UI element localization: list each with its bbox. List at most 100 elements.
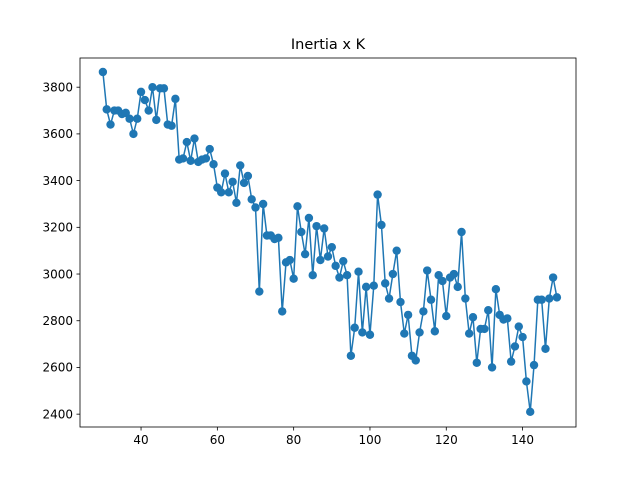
data-point: [403, 310, 413, 320]
data-point: [220, 169, 230, 178]
data-point: [350, 323, 359, 332]
data-point: [442, 311, 451, 321]
data-point: [171, 94, 180, 104]
data-point: [552, 293, 562, 302]
data-point: [133, 114, 142, 123]
y-tick-label: 2800: [42, 314, 73, 328]
data-point: [243, 171, 253, 181]
data-point: [216, 188, 226, 197]
data-point: [209, 160, 218, 169]
data-point: [369, 281, 378, 290]
data-point: [361, 282, 371, 292]
x-tick-label: 60: [210, 433, 225, 447]
x-tick-label: 100: [359, 433, 382, 447]
data-point: [472, 358, 481, 367]
data-point: [148, 82, 157, 92]
data-point: [335, 273, 344, 282]
data-point: [354, 267, 363, 276]
y-tick-label: 3800: [42, 80, 73, 94]
data-point: [457, 227, 466, 237]
x-tick-label: 40: [133, 433, 148, 447]
data-point: [381, 279, 390, 288]
data-point: [430, 327, 440, 336]
data-point: [293, 202, 302, 211]
data-point: [232, 198, 241, 207]
data-point: [327, 242, 337, 252]
x-tick-label: 140: [511, 433, 534, 447]
data-point: [510, 342, 520, 351]
plot-area: [98, 67, 562, 417]
y-tick-label: 3400: [42, 174, 73, 188]
data-point: [518, 332, 527, 342]
data-point: [239, 178, 249, 188]
data-point: [339, 256, 348, 266]
data-point: [464, 329, 474, 338]
data-point: [201, 154, 211, 163]
data-point: [274, 233, 283, 243]
data-point: [491, 285, 501, 294]
data-point: [392, 246, 401, 255]
data-point: [453, 282, 462, 292]
data-point: [461, 294, 470, 303]
data-point: [102, 105, 111, 114]
data-point: [400, 329, 409, 338]
data-point: [506, 357, 516, 366]
data-point: [300, 249, 310, 259]
data-point: [228, 177, 237, 186]
data-point: [384, 294, 394, 303]
data-point: [247, 195, 256, 204]
x-tick-label: 80: [286, 433, 301, 447]
y-tick-label: 3600: [42, 127, 73, 141]
data-point: [304, 213, 314, 223]
x-tick-label: 120: [435, 433, 458, 447]
data-point: [415, 328, 424, 337]
data-point: [438, 276, 447, 286]
data-point: [331, 261, 340, 271]
data-point: [186, 156, 195, 165]
data-point: [152, 115, 161, 125]
data-point: [224, 188, 233, 197]
data-point: [358, 328, 367, 337]
data-point: [377, 220, 386, 230]
y-tick-label: 2600: [42, 361, 73, 375]
data-point: [136, 87, 146, 97]
data-point: [323, 252, 333, 261]
data-point: [106, 120, 115, 129]
data-point: [468, 313, 478, 322]
data-point: [140, 95, 150, 105]
y-tick-label: 3000: [42, 267, 73, 281]
data-point: [316, 255, 325, 265]
data-point: [144, 106, 153, 115]
data-point: [537, 295, 546, 304]
data-point: [373, 190, 382, 199]
data-point: [487, 363, 497, 372]
data-point: [159, 84, 169, 93]
axes: 40 60 80 100 120 140 2400 2600 2800 3000 3200 3400 3…: [42, 57, 577, 447]
data-point: [342, 271, 352, 280]
data-point: [178, 154, 188, 163]
data-point: [205, 144, 214, 154]
data-point: [484, 306, 493, 315]
axes-frame: [79, 57, 577, 428]
data-point: [548, 273, 558, 282]
y-tick-label: 2400: [42, 407, 73, 421]
data-point: [297, 227, 306, 237]
data-point: [503, 314, 512, 323]
data-point: [529, 360, 539, 370]
data-point: [419, 307, 428, 316]
data-point: [278, 307, 287, 316]
data-point: [285, 255, 295, 265]
data-point: [541, 344, 550, 353]
data-point: [526, 407, 535, 417]
data-point: [449, 269, 459, 279]
data-point: [388, 269, 398, 279]
data-point: [308, 271, 317, 280]
data-point: [167, 121, 176, 130]
data-point: [365, 330, 375, 339]
data-point: [258, 199, 268, 209]
data-point: [190, 134, 199, 143]
data-point: [98, 67, 108, 77]
data-point: [129, 129, 138, 139]
data-point: [522, 377, 531, 386]
